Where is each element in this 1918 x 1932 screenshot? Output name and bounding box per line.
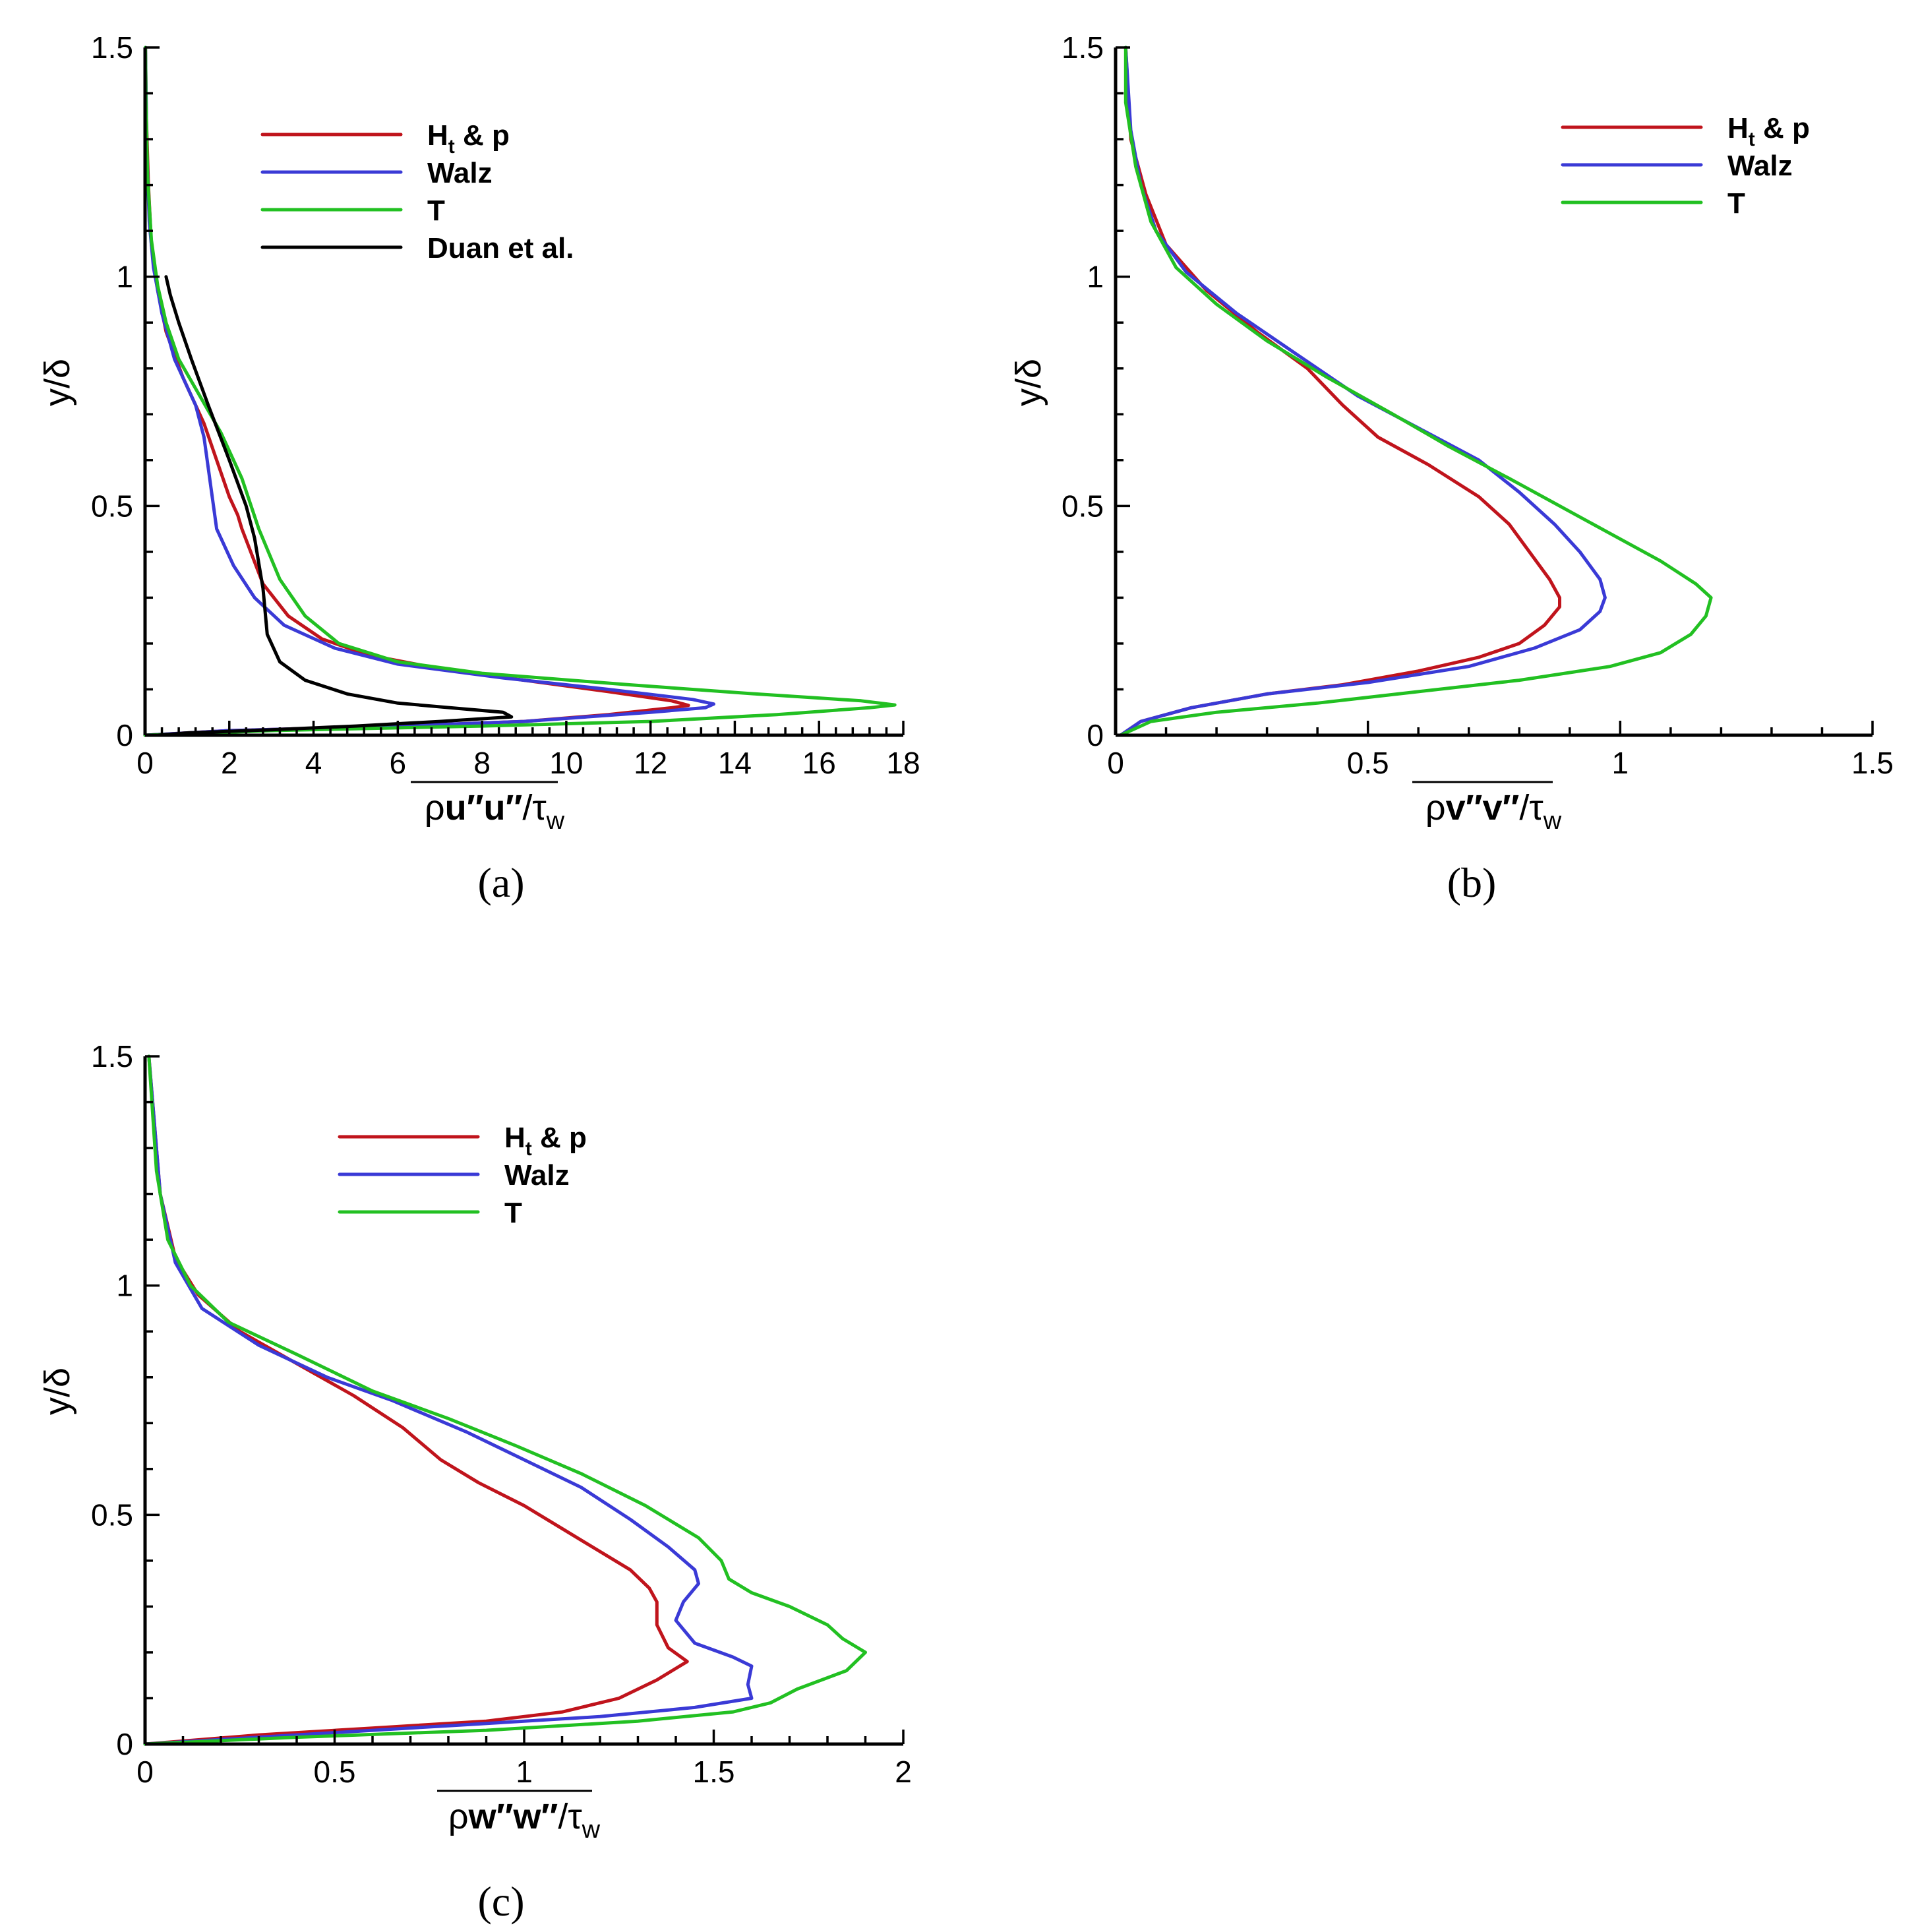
panel-c-legend-label-t: T [504, 1197, 522, 1229]
panel-b-x-axis-title-rest: /τ [1519, 788, 1543, 828]
panel-c-x-axis-title-rest: /τ [558, 1797, 582, 1836]
panel-a-plot-layer: 0 2 4 6 8 10 12 14 16 18 0 0.5 1 1.5 [91, 30, 920, 780]
panel-c-x-tick-label: 0.5 [314, 1755, 356, 1789]
panel-a-x-axis-title-rest: /τ [522, 788, 546, 828]
panel-b-legend: Ht & p Walz T [1561, 112, 1810, 220]
panel-c-series-walz [143, 1054, 754, 1746]
panel-c-x-axis-title-sub: w [582, 1816, 601, 1844]
panel-c-caption: (c) [477, 1878, 524, 1925]
panel-c-legend: Ht & p Walz T [338, 1122, 587, 1229]
panel-a-legend: Ht & p Walz T Duan et al. [260, 119, 574, 264]
panel-a-series-walz [143, 45, 715, 737]
panel-b-x-tick-label: 0 [1107, 746, 1124, 780]
panel-a-y-tick-label: 1.5 [91, 30, 133, 65]
panel-b-y-tick-label: 0 [1087, 718, 1104, 752]
panel-c-series-ht-p [143, 1054, 689, 1746]
panel-b-plot-layer: 0 0.5 1 1.5 0 0.5 1 1.5 [1062, 30, 1894, 780]
panel-a-series-duan [156, 275, 514, 737]
panel-a-x-tick-label: 10 [549, 746, 583, 780]
panel-b-x-axis-title-rho: ρ [1425, 788, 1446, 828]
panel-c-x-axis-title-var: w″w″ [468, 1797, 558, 1836]
panel-a-x-tick-label: 14 [718, 746, 752, 780]
panel-c-legend-label-ht-p: Ht & p [504, 1122, 587, 1160]
panel-b-x-tick-label: 1 [1612, 746, 1629, 780]
panel-a-x-tick-label: 6 [390, 746, 407, 780]
panel-c-x-tick-label: 1.5 [693, 1755, 735, 1789]
panel-b-y-tick-label: 1 [1087, 260, 1104, 294]
panel-b-legend-label-walz: Walz [1727, 150, 1793, 182]
panel-b-x-tick-label: 0.5 [1347, 746, 1389, 780]
panel-b-y-tick-label: 0.5 [1062, 489, 1104, 523]
panel-b-series-walz [1119, 45, 1607, 737]
panel-a-x-axis-title-var: u″u″ [445, 788, 523, 828]
panel-b-x-tick-label: 1.5 [1851, 746, 1894, 780]
panel-b-y-tick-label: 1.5 [1062, 30, 1104, 65]
panel-a-legend-label-ht-p: Ht & p [427, 119, 510, 158]
panel-a: 0 2 4 6 8 10 12 14 16 18 0 0.5 1 1.5 y/δ ρu″u″/τw (a)… [38, 30, 920, 906]
panel-c-y-tick-label: 0.5 [91, 1497, 133, 1532]
panel-a-x-axis-title-sub: w [546, 807, 565, 835]
panel-c: 0 0.5 1 1.5 2 0 0.5 1 1.5 y/δ ρw″w″/τw (c) Ht & … [38, 1039, 912, 1925]
panel-c-x-tick-label: 1 [516, 1755, 533, 1789]
panel-a-x-tick-label: 4 [305, 746, 322, 780]
panel-b-x-axis-title-var: v″v″ [1446, 788, 1520, 828]
panel-a-legend-label-duan: Duan et al. [427, 232, 574, 264]
panel-b-series-ht-p [1119, 45, 1561, 737]
panel-a-y-tick-label: 0.5 [91, 489, 133, 523]
panel-b-legend-label-t: T [1727, 187, 1745, 220]
panel-a-x-tick-label: 16 [802, 746, 836, 780]
panel-a-x-axis-title: ρu″u″/τw [425, 788, 565, 835]
panel-c-y-axis-title: y/δ [38, 1368, 77, 1415]
panel-c-y-tick-label: 1 [116, 1269, 133, 1303]
panel-a-y-axis-title: y/δ [38, 359, 77, 406]
panel-b-y-axis-title: y/δ [1009, 359, 1048, 406]
panel-a-y-tick-label: 0 [116, 718, 133, 752]
panel-a-x-tick-label: 8 [473, 746, 491, 780]
panel-a-series-t [143, 45, 897, 737]
panel-c-legend-label-walz: Walz [504, 1159, 570, 1192]
panel-b-series-t [1119, 45, 1713, 737]
panel-a-x-tick-label: 0 [136, 746, 154, 780]
panel-b-caption: (b) [1447, 859, 1497, 906]
panel-b: 0 0.5 1 1.5 0 0.5 1 1.5 y/δ ρv″v″/τw (b) Ht & p… [1009, 30, 1894, 906]
panel-c-x-axis-title: ρw″w″/τw [448, 1797, 601, 1844]
panel-c-series-t [143, 1054, 867, 1746]
panel-c-y-tick-label: 1.5 [91, 1039, 133, 1073]
panel-a-series-ht-p [143, 45, 690, 737]
panel-a-legend-label-t: T [427, 195, 445, 227]
panel-b-legend-label-ht-p: Ht & p [1727, 112, 1810, 150]
panel-a-x-tick-label: 12 [634, 746, 667, 780]
panel-a-x-tick-label: 2 [221, 746, 238, 780]
panel-a-x-axis-title-rho: ρ [425, 788, 445, 828]
panel-a-caption: (a) [477, 859, 524, 906]
panel-c-plot-layer: 0 0.5 1 1.5 2 0 0.5 1 1.5 [91, 1039, 912, 1789]
panel-c-y-tick-label: 0 [116, 1727, 133, 1761]
panel-c-x-tick-label: 2 [895, 1755, 912, 1789]
panel-a-legend-label-walz: Walz [427, 157, 493, 189]
panel-a-x-tick-label: 18 [886, 746, 920, 780]
panel-c-x-tick-label: 0 [136, 1755, 154, 1789]
panel-c-x-axis-title-rho: ρ [448, 1797, 469, 1836]
panel-a-y-tick-label: 1 [116, 260, 133, 294]
panel-b-x-axis-title: ρv″v″/τw [1425, 788, 1562, 835]
panel-b-x-axis-title-sub: w [1543, 807, 1562, 835]
